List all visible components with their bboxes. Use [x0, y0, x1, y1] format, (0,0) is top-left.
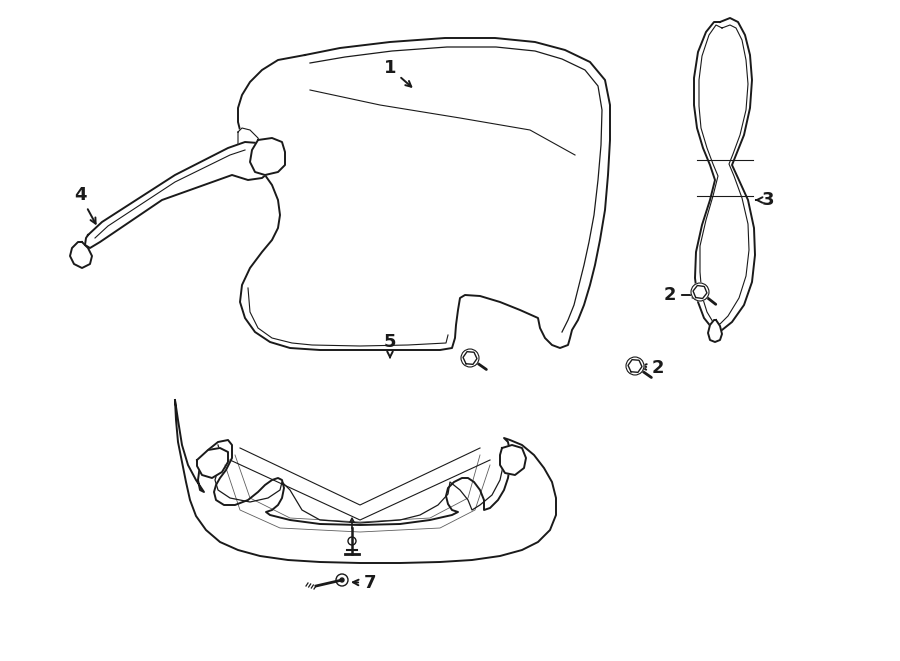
Polygon shape — [500, 445, 526, 475]
Circle shape — [348, 537, 356, 545]
Polygon shape — [197, 448, 228, 478]
Circle shape — [691, 283, 709, 301]
Polygon shape — [693, 286, 706, 299]
Polygon shape — [175, 400, 556, 563]
Text: 3: 3 — [756, 191, 774, 209]
Text: 2: 2 — [641, 359, 664, 377]
Polygon shape — [694, 18, 755, 330]
Text: 5: 5 — [383, 333, 396, 358]
Circle shape — [461, 349, 479, 367]
Text: 2: 2 — [664, 286, 698, 304]
Circle shape — [626, 357, 644, 375]
Polygon shape — [70, 242, 92, 268]
Polygon shape — [628, 360, 642, 372]
Polygon shape — [708, 320, 722, 342]
Text: 4: 4 — [74, 186, 95, 223]
Polygon shape — [85, 142, 275, 248]
Polygon shape — [463, 352, 477, 364]
Text: 1: 1 — [383, 59, 411, 87]
Polygon shape — [250, 138, 285, 175]
Text: 6: 6 — [373, 529, 396, 547]
Circle shape — [336, 574, 348, 586]
Polygon shape — [238, 38, 610, 350]
Text: 7: 7 — [353, 574, 376, 592]
Polygon shape — [238, 128, 262, 162]
Circle shape — [340, 578, 344, 582]
